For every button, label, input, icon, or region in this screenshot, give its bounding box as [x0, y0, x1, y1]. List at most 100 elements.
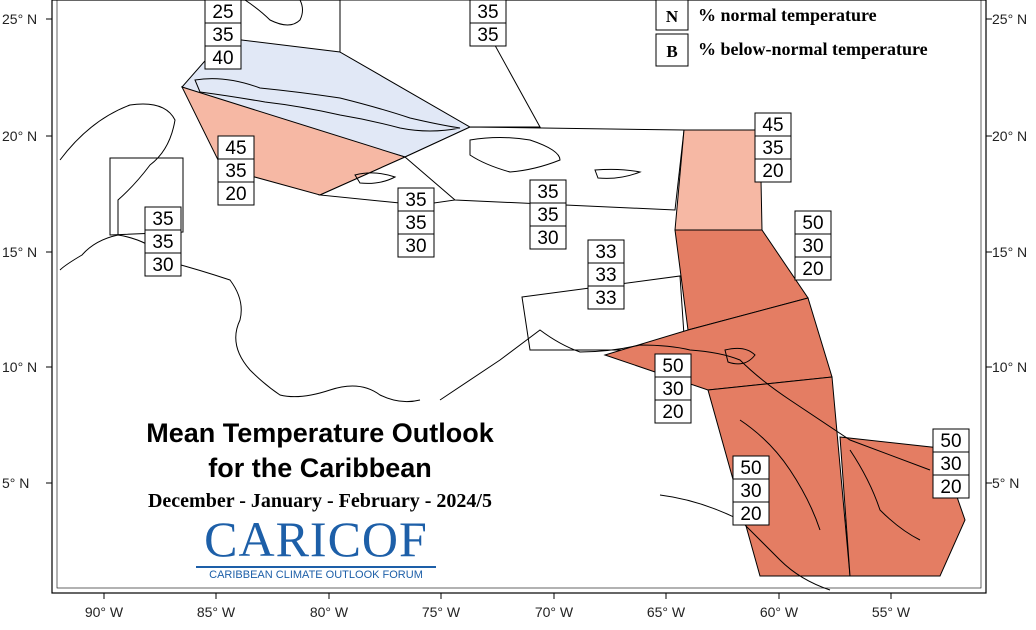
probability-cell [529, 225, 567, 250]
lat-labels-left: 25° N 20° N 15° N 10° N 5° N [2, 11, 37, 491]
probability-cell [732, 501, 770, 526]
lat-label: 20° N [992, 128, 1027, 144]
map-title: Mean Temperature Outlook [146, 418, 494, 448]
logo-tagline: CARIBBEAN CLIMATE OUTLOOK FORUM [196, 566, 436, 581]
puerto-rico [594, 168, 642, 179]
lon-label: 80° W [310, 604, 349, 620]
probability-value: 30 [405, 236, 426, 257]
probability-value: 30 [152, 255, 173, 276]
probability-value: 20 [662, 402, 683, 423]
title-block: Mean Temperature Outlook for the Caribbe… [100, 416, 540, 513]
probability-value: 30 [662, 379, 683, 400]
probability-value: 33 [595, 242, 616, 263]
south-america-coast [439, 329, 931, 591]
cuba-outline [194, 78, 461, 132]
probability-value: 33 [595, 265, 616, 286]
probability-value: 30 [940, 454, 961, 475]
probability-cell [144, 252, 182, 277]
lat-label: 5° N [992, 475, 1019, 491]
probability-value: 35 [152, 209, 173, 230]
lat-label: 15° N [2, 244, 37, 260]
lat-label: 20° N [2, 128, 37, 144]
probability-value: 50 [740, 458, 761, 479]
florida [244, 0, 303, 26]
region-hispaniola-pr [404, 126, 685, 211]
map-title-line2: for the Caribbean [208, 453, 432, 483]
probability-boxes: 3535253540453520353530353530353530333333… [144, 0, 970, 526]
guiana-rivers [739, 419, 921, 541]
probability-value: 20 [225, 184, 246, 205]
hispaniola [469, 137, 561, 173]
lon-label: 75° W [422, 604, 461, 620]
legend-key-b: B [666, 42, 677, 61]
probability-value: 20 [740, 504, 761, 525]
lon-label: 60° W [760, 604, 799, 620]
probability-value: 50 [940, 431, 961, 452]
legend-key-n: N [666, 7, 679, 26]
probability-value: 20 [762, 161, 783, 182]
probability-cell [654, 399, 692, 424]
lon-label: 85° W [197, 604, 236, 620]
probability-value: 20 [940, 477, 961, 498]
legend-label-b: % below-normal temperature [698, 39, 928, 59]
probability-value: 35 [537, 205, 558, 226]
logo-name: CARICOF [204, 511, 428, 567]
legend: N % normal temperature B % below-normal … [655, 0, 928, 67]
probability-cell [217, 181, 255, 206]
probability-cell [794, 256, 832, 281]
legend-label-n: % normal temperature [698, 5, 877, 25]
yucatan-central-america [59, 103, 421, 403]
coastlines [59, 0, 931, 591]
probability-value: 20 [802, 259, 823, 280]
lon-labels: 90° W 85° W 80° W 75° W 70° W 65° W 60° … [85, 604, 911, 620]
probability-value: 35 [405, 190, 426, 211]
probability-cell [754, 158, 792, 183]
probability-cell [587, 285, 625, 310]
lat-label: 25° N [2, 11, 37, 27]
probability-cell [204, 45, 242, 70]
probability-value: 50 [662, 356, 683, 377]
probability-cell [469, 22, 507, 47]
trinidad [724, 347, 756, 365]
lat-label: 10° N [992, 359, 1027, 375]
jamaica [354, 172, 397, 184]
lon-label: 65° W [647, 604, 686, 620]
lat-label: 5° N [2, 475, 29, 491]
probability-value: 50 [802, 213, 823, 234]
lon-label: 90° W [85, 604, 124, 620]
probability-value: 35 [225, 161, 246, 182]
probability-cell [932, 474, 970, 499]
probability-value: 35 [152, 232, 173, 253]
probability-value: 45 [225, 138, 246, 159]
probability-value: 45 [762, 115, 783, 136]
probability-value: 40 [212, 48, 233, 69]
probability-value: 35 [477, 2, 498, 23]
probability-value: 33 [595, 288, 616, 309]
probability-value: 30 [537, 228, 558, 249]
probability-value: 35 [762, 138, 783, 159]
probability-value: 35 [212, 25, 233, 46]
map-frame [51, 0, 987, 594]
probability-value: 35 [405, 213, 426, 234]
region-leeward [674, 129, 763, 231]
probability-value: 30 [802, 236, 823, 257]
lon-label: 55° W [872, 604, 911, 620]
caricof-logo: CARICOF CARIBBEAN CLIMATE OUTLOOK FORUM [196, 511, 436, 581]
probability-cell [397, 233, 435, 258]
probability-value: 25 [212, 2, 233, 23]
region-guyana [707, 376, 851, 577]
lon-label: 70° W [535, 604, 574, 620]
probability-value: 35 [477, 25, 498, 46]
